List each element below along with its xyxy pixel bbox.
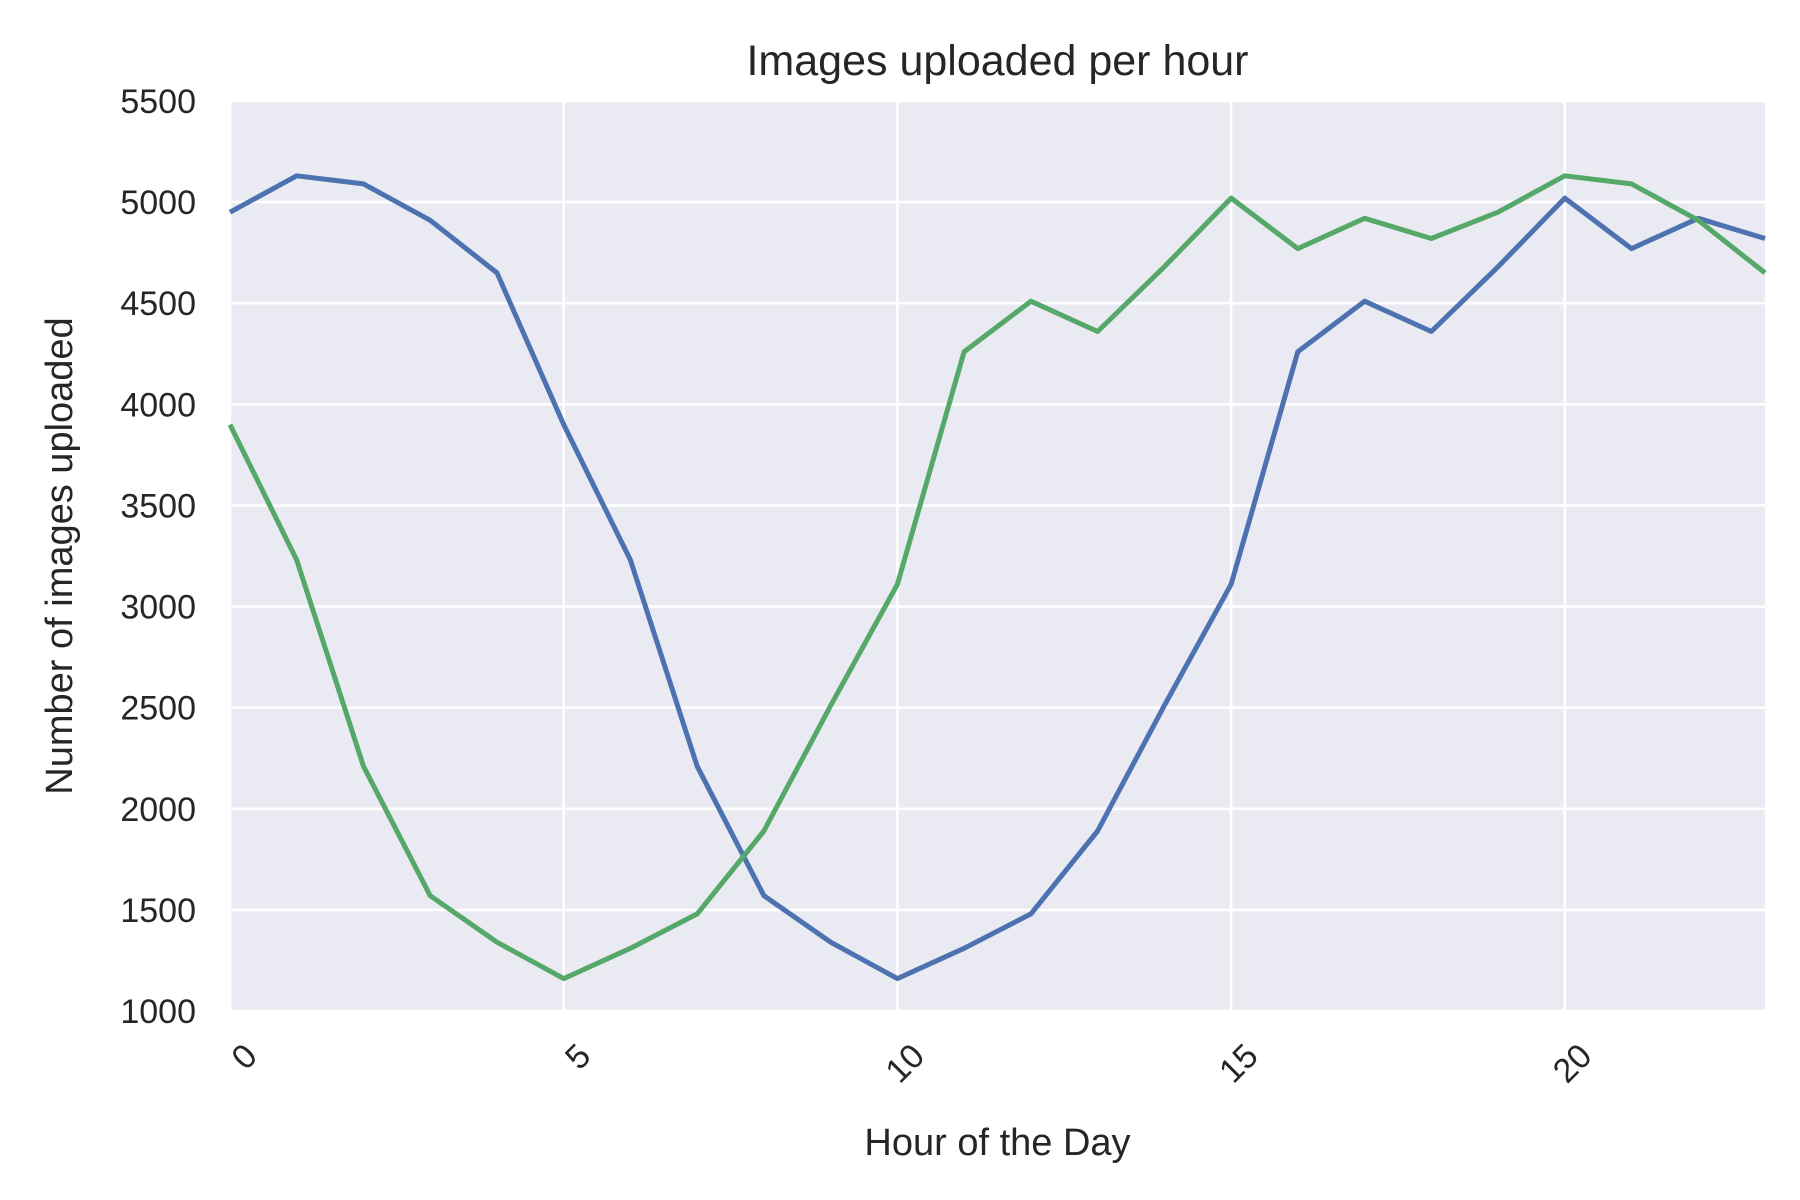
- series-lines: [227, 173, 1767, 982]
- y-tick-label: 5500: [120, 83, 196, 121]
- y-tick-label: 5000: [120, 184, 196, 222]
- y-tick-label: 1500: [120, 892, 196, 930]
- x-tick-labels: 0 5 10 15 20: [224, 1037, 1599, 1091]
- y-axis-label: Number of images uploaded: [39, 317, 81, 794]
- x-tick-label: 20: [1546, 1037, 1600, 1091]
- plot-area: [230, 101, 1765, 1011]
- x-tick-label: 10: [878, 1037, 932, 1091]
- y-tick-label: 4500: [120, 285, 196, 323]
- x-gridlines: [228, 101, 1567, 1011]
- series-line-2: [227, 173, 1767, 982]
- x-axis-label: Hour of the Day: [864, 1122, 1130, 1164]
- x-tick-label: 0: [224, 1037, 264, 1077]
- y-tick-label: 3000: [120, 589, 196, 627]
- y-gridlines: [230, 99, 1765, 1013]
- chart-title: Images uploaded per hour: [746, 37, 1248, 85]
- x-tick-label: 15: [1212, 1037, 1266, 1091]
- y-tick-labels: 1000 1500 2000 2500 3000 3500 4000 4500 5000 5500: [120, 83, 196, 1031]
- x-tick-label: 5: [558, 1037, 598, 1077]
- series-line-1: [228, 173, 1766, 982]
- y-tick-label: 1000: [120, 993, 196, 1031]
- y-tick-label: 4000: [120, 386, 196, 424]
- y-tick-label: 2500: [120, 690, 196, 728]
- y-tick-label: 3500: [120, 487, 196, 525]
- y-tick-label: 2000: [120, 791, 196, 829]
